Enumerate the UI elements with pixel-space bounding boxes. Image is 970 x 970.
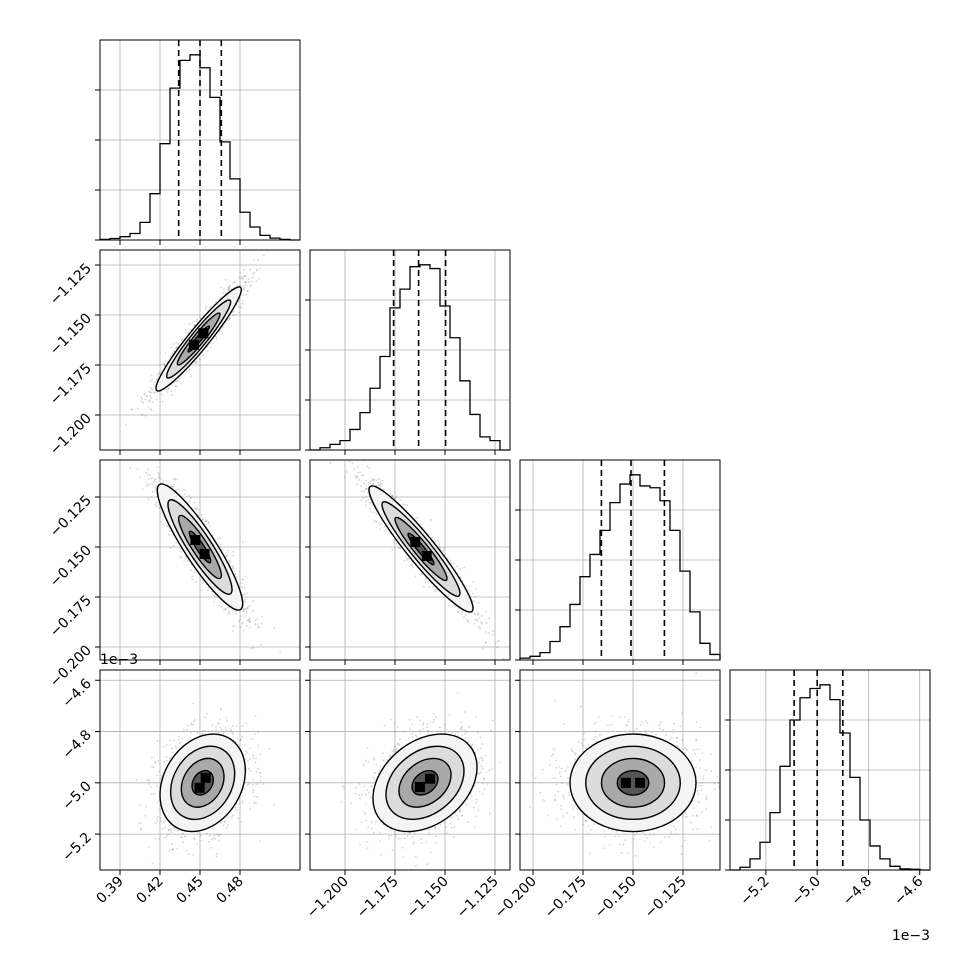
x-tick-label: −4.8 xyxy=(840,874,875,909)
y-tick-label: −0.125 xyxy=(47,493,95,541)
y-tick-label: −5.2 xyxy=(59,830,94,865)
density-peak xyxy=(190,534,201,545)
hist-panel-0-frame xyxy=(99,39,301,241)
density-contour xyxy=(616,769,650,796)
x-tick-label: 0.39 xyxy=(93,874,126,907)
density-peak xyxy=(425,773,436,784)
density-peak xyxy=(194,782,205,793)
density-peak xyxy=(200,772,211,783)
x-tick-label: 0.42 xyxy=(133,874,166,907)
y-tick-label: −1.200 xyxy=(47,411,95,459)
hist-panel-2 xyxy=(515,459,721,665)
pair-panel-0-2-body xyxy=(100,460,300,660)
x-tick-label: −1.200 xyxy=(304,874,352,922)
x-tick-label: −1.150 xyxy=(404,874,452,922)
x-tick-label: −0.175 xyxy=(542,874,590,922)
hist-panel-0 xyxy=(95,39,301,245)
density-peak xyxy=(414,781,425,792)
density-peak xyxy=(410,536,421,547)
y-offset-label: 1e−3 xyxy=(100,652,138,668)
y-tick-label: −0.175 xyxy=(47,593,95,641)
pair-panel-2-3-body xyxy=(520,670,720,870)
pair-panel-0-3-body xyxy=(100,670,300,870)
x-tick-label: −0.150 xyxy=(592,874,640,922)
pair-panel-2-3-frame xyxy=(519,669,721,871)
pair-panel-1-2-body xyxy=(310,460,510,660)
x-tick-label: −0.125 xyxy=(642,874,690,922)
pair-panel-0-2: −0.200−0.175−0.150−0.125 xyxy=(47,459,301,690)
hist-panel-3: −5.2 −5.0 −4.8 −4.6 xyxy=(725,669,931,909)
x-tick-label: −0.200 xyxy=(492,874,540,922)
x-tick-label: −1.175 xyxy=(354,874,402,922)
x-tick-label: −5.0 xyxy=(789,874,824,909)
histogram-step xyxy=(310,264,510,451)
x-tick-label: −4.6 xyxy=(891,873,926,908)
pair-panel-0-1-body xyxy=(100,250,300,450)
y-tick-label: −1.150 xyxy=(47,311,95,359)
pair-panel-0-1-frame xyxy=(99,249,301,451)
histogram-step xyxy=(519,474,721,660)
density-peak xyxy=(421,551,432,562)
y-tick-label: −0.150 xyxy=(47,543,95,591)
y-tick-label: −5.0 xyxy=(59,778,94,813)
pair-panel-1-3: −1.200 −1.175 −1.150 −1.125 xyxy=(304,669,511,922)
y-tick-label: −1.175 xyxy=(47,361,95,409)
histogram-step xyxy=(730,684,930,871)
hist-panel-1-frame xyxy=(309,249,511,451)
pair-panel-0-3-frame xyxy=(99,669,301,871)
pair-panel-1-3-body xyxy=(310,670,510,870)
x-offset-label: 1e−3 xyxy=(892,928,930,944)
density-peak xyxy=(620,777,631,788)
x-tick-label: −5.2 xyxy=(737,874,772,909)
y-tick-label: −4.8 xyxy=(59,727,94,762)
pair-panel-1-2-frame xyxy=(309,459,511,661)
pair-panel-0-2-frame xyxy=(99,459,301,661)
hist-panel-2-frame xyxy=(519,459,721,661)
pair-panel-0-3: 0.39 0.42 0.45 0.48−5.2−5.0−4.8−4.6 xyxy=(59,669,301,907)
y-tick-label: −1.125 xyxy=(47,261,95,309)
pair-panel-1-3-frame xyxy=(309,669,511,871)
panels-layer: −5.2 −5.0 −4.8 −4.6−1.200−1.175−1.150−1.125… xyxy=(47,39,931,944)
density-peak xyxy=(199,549,210,560)
x-tick-label: 0.48 xyxy=(213,874,246,907)
hist-panel-3-frame xyxy=(729,669,931,871)
pair-panel-2-3: −0.200 −0.175 −0.150 −0.125 xyxy=(492,669,721,922)
pair-panel-1-2 xyxy=(305,459,511,665)
density-peak xyxy=(188,339,199,350)
density-peak xyxy=(198,328,209,339)
x-tick-label: 0.45 xyxy=(173,874,206,907)
density-peak xyxy=(635,777,646,788)
hist-panel-1 xyxy=(305,249,511,455)
pair-panel-0-1: −1.200−1.175−1.150−1.125 xyxy=(47,249,301,459)
